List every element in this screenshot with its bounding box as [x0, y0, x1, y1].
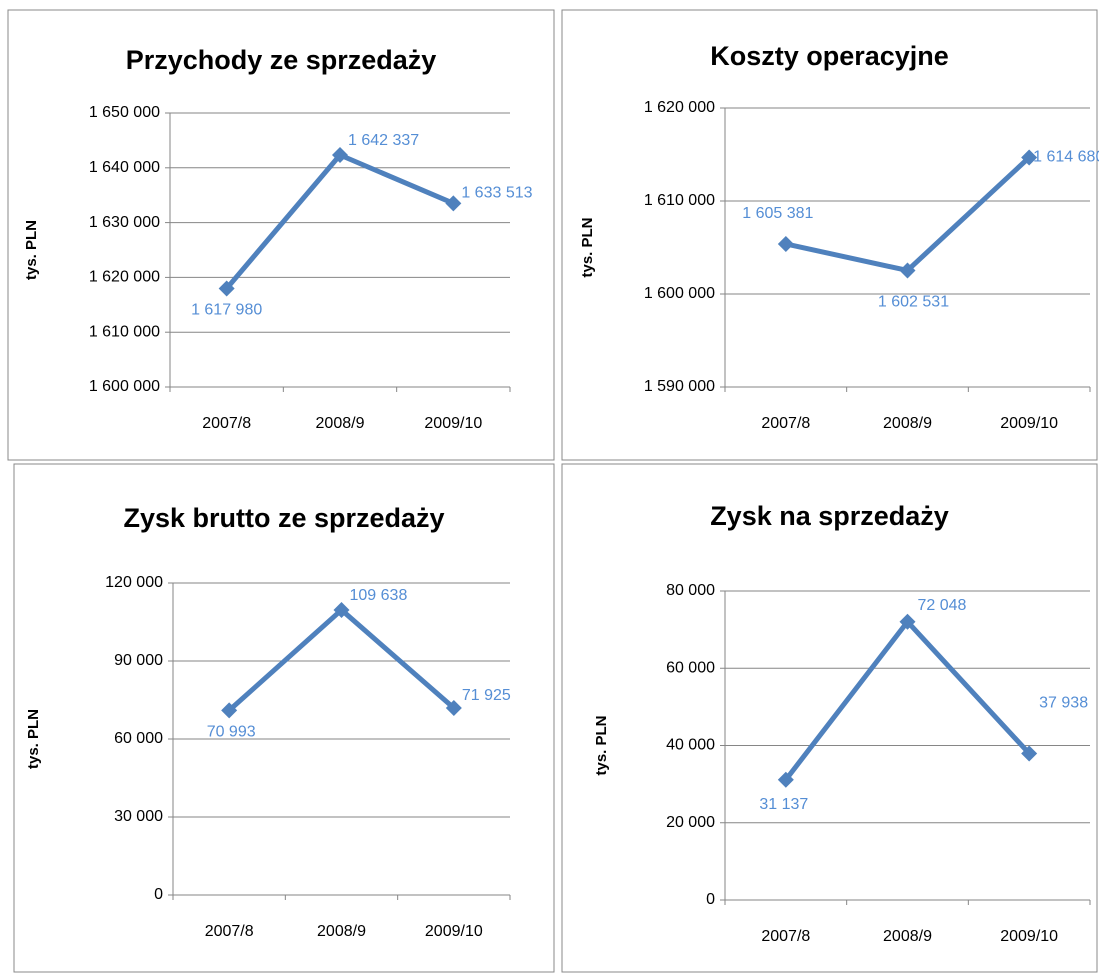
data-label: 1 633 513: [461, 185, 532, 202]
data-label: 37 938: [1039, 695, 1088, 712]
x-tick-label: 2008/9: [883, 928, 932, 945]
data-label: 72 048: [918, 597, 967, 614]
y-tick-label: 1 620 000: [89, 269, 160, 286]
x-tick-label: 2008/9: [883, 415, 932, 432]
data-label: 31 137: [759, 796, 808, 813]
chart-title: Zysk na sprzedaży: [710, 501, 949, 531]
x-tick-label: 2008/9: [317, 923, 366, 940]
y-axis-label: tys. PLN: [593, 715, 610, 775]
marker: [899, 262, 916, 279]
data-label: 71 925: [462, 687, 511, 704]
marker: [1021, 745, 1038, 762]
y-tick-label: 0: [706, 891, 715, 908]
x-tick-label: 2007/8: [202, 415, 251, 432]
panel-border: [13, 463, 555, 973]
panel-border: [561, 463, 1098, 973]
x-tick-label: 2007/8: [761, 415, 810, 432]
y-tick-label: 1 590 000: [644, 378, 715, 395]
data-label: 1 642 337: [348, 132, 419, 149]
marker: [333, 601, 350, 618]
y-tick-label: 1 620 000: [644, 99, 715, 116]
marker: [218, 280, 235, 297]
y-axis-label: tys. PLN: [579, 217, 596, 277]
y-tick-label: 1 650 000: [89, 104, 160, 121]
y-tick-label: 1 600 000: [89, 378, 160, 395]
marker: [332, 146, 348, 163]
marker: [221, 702, 238, 719]
line: [224, 152, 455, 291]
y-tick-label: 1 600 000: [644, 285, 715, 302]
x-tick-label: 2007/8: [761, 928, 810, 945]
chart-title: Zysk brutto ze sprzedaży: [123, 503, 444, 533]
y-tick-label: 120 000: [105, 574, 163, 591]
y-tick-label: 1 610 000: [644, 192, 715, 209]
marker: [445, 699, 462, 716]
data-label: 1 602 531: [878, 294, 949, 311]
chart-title: Przychody ze sprzedaży: [126, 45, 437, 75]
data-label: 109 638: [350, 587, 408, 604]
x-tick-label: 2009/10: [425, 923, 483, 940]
marker: [445, 195, 462, 212]
marker: [1021, 149, 1038, 166]
marker: [777, 235, 794, 252]
y-tick-label: 60 000: [666, 659, 715, 676]
x-tick-label: 2008/9: [316, 415, 365, 432]
chart-title: Koszty operacyjne: [710, 41, 949, 71]
line: [227, 607, 456, 713]
x-tick-label: 2009/10: [424, 415, 482, 432]
y-tick-label: 1 640 000: [89, 159, 160, 176]
y-tick-label: 0: [154, 886, 163, 903]
x-tick-label: 2009/10: [1000, 415, 1058, 432]
marker: [899, 613, 916, 630]
panel-border: [7, 9, 555, 461]
y-tick-label: 30 000: [114, 808, 163, 825]
y-tick-label: 1 610 000: [89, 323, 160, 340]
y-tick-label: 1 630 000: [89, 214, 160, 231]
line: [785, 155, 1031, 273]
marker: [777, 771, 794, 788]
x-tick-label: 2009/10: [1000, 928, 1058, 945]
y-tick-label: 80 000: [666, 582, 715, 599]
y-tick-label: 40 000: [666, 737, 715, 754]
data-label: 1 605 381: [742, 205, 813, 222]
y-axis-label: tys. PLN: [23, 220, 40, 280]
line: [783, 619, 1032, 782]
y-tick-label: 20 000: [666, 814, 715, 831]
panel-border: [561, 9, 1098, 461]
y-tick-label: 60 000: [114, 730, 163, 747]
y-axis-label: tys. PLN: [25, 709, 42, 769]
x-tick-label: 2007/8: [205, 923, 254, 940]
data-label: 1 614 680: [1033, 149, 1099, 166]
data-label: 70 993: [207, 724, 256, 741]
data-label: 1 617 980: [191, 302, 262, 319]
y-tick-label: 90 000: [114, 652, 163, 669]
